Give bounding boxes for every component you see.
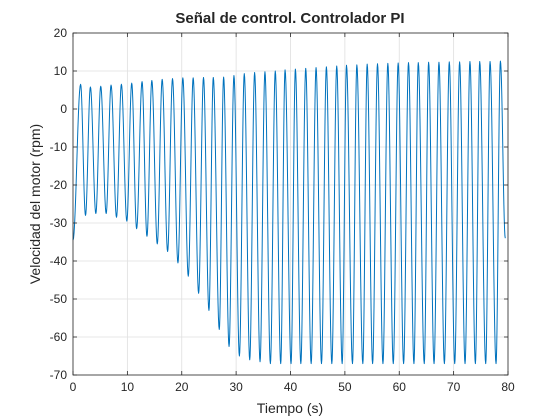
x-axis-label: Tiempo (s) <box>257 400 323 416</box>
x-tick-labels: 0 10 20 30 40 50 60 70 80 <box>70 380 515 394</box>
y-tick-label: -20 <box>50 178 68 192</box>
x-tick-label: 70 <box>447 380 461 394</box>
tick-marks <box>72 32 509 376</box>
x-tick-label: 10 <box>121 380 135 394</box>
chart-title: Señal de control. Controlador PI <box>175 10 404 27</box>
y-axis-label: Velocidad del motor (rpm) <box>27 124 43 284</box>
x-tick-label: 50 <box>338 380 352 394</box>
y-tick-label: 0 <box>60 102 67 116</box>
y-tick-label: -50 <box>50 292 68 306</box>
x-tick-label: 30 <box>229 380 243 394</box>
series-line <box>72 60 506 365</box>
x-tick-label: 20 <box>175 380 189 394</box>
x-tick-label: 60 <box>393 380 407 394</box>
y-tick-label: -10 <box>50 140 68 154</box>
y-tick-label: -60 <box>50 330 68 344</box>
y-tick-label: 20 <box>54 26 68 40</box>
y-tick-label: 10 <box>54 64 68 78</box>
x-tick-label: 40 <box>284 380 298 394</box>
x-tick-label: 0 <box>70 380 77 394</box>
y-tick-label: -70 <box>50 368 68 382</box>
y-tick-label: -40 <box>50 254 68 268</box>
y-tick-labels: -70 -60 -50 -40 -30 -20 -10 0 10 20 <box>50 26 68 382</box>
x-tick-label: 80 <box>501 380 515 394</box>
y-tick-label: -30 <box>50 216 68 230</box>
series-layer <box>72 60 506 365</box>
